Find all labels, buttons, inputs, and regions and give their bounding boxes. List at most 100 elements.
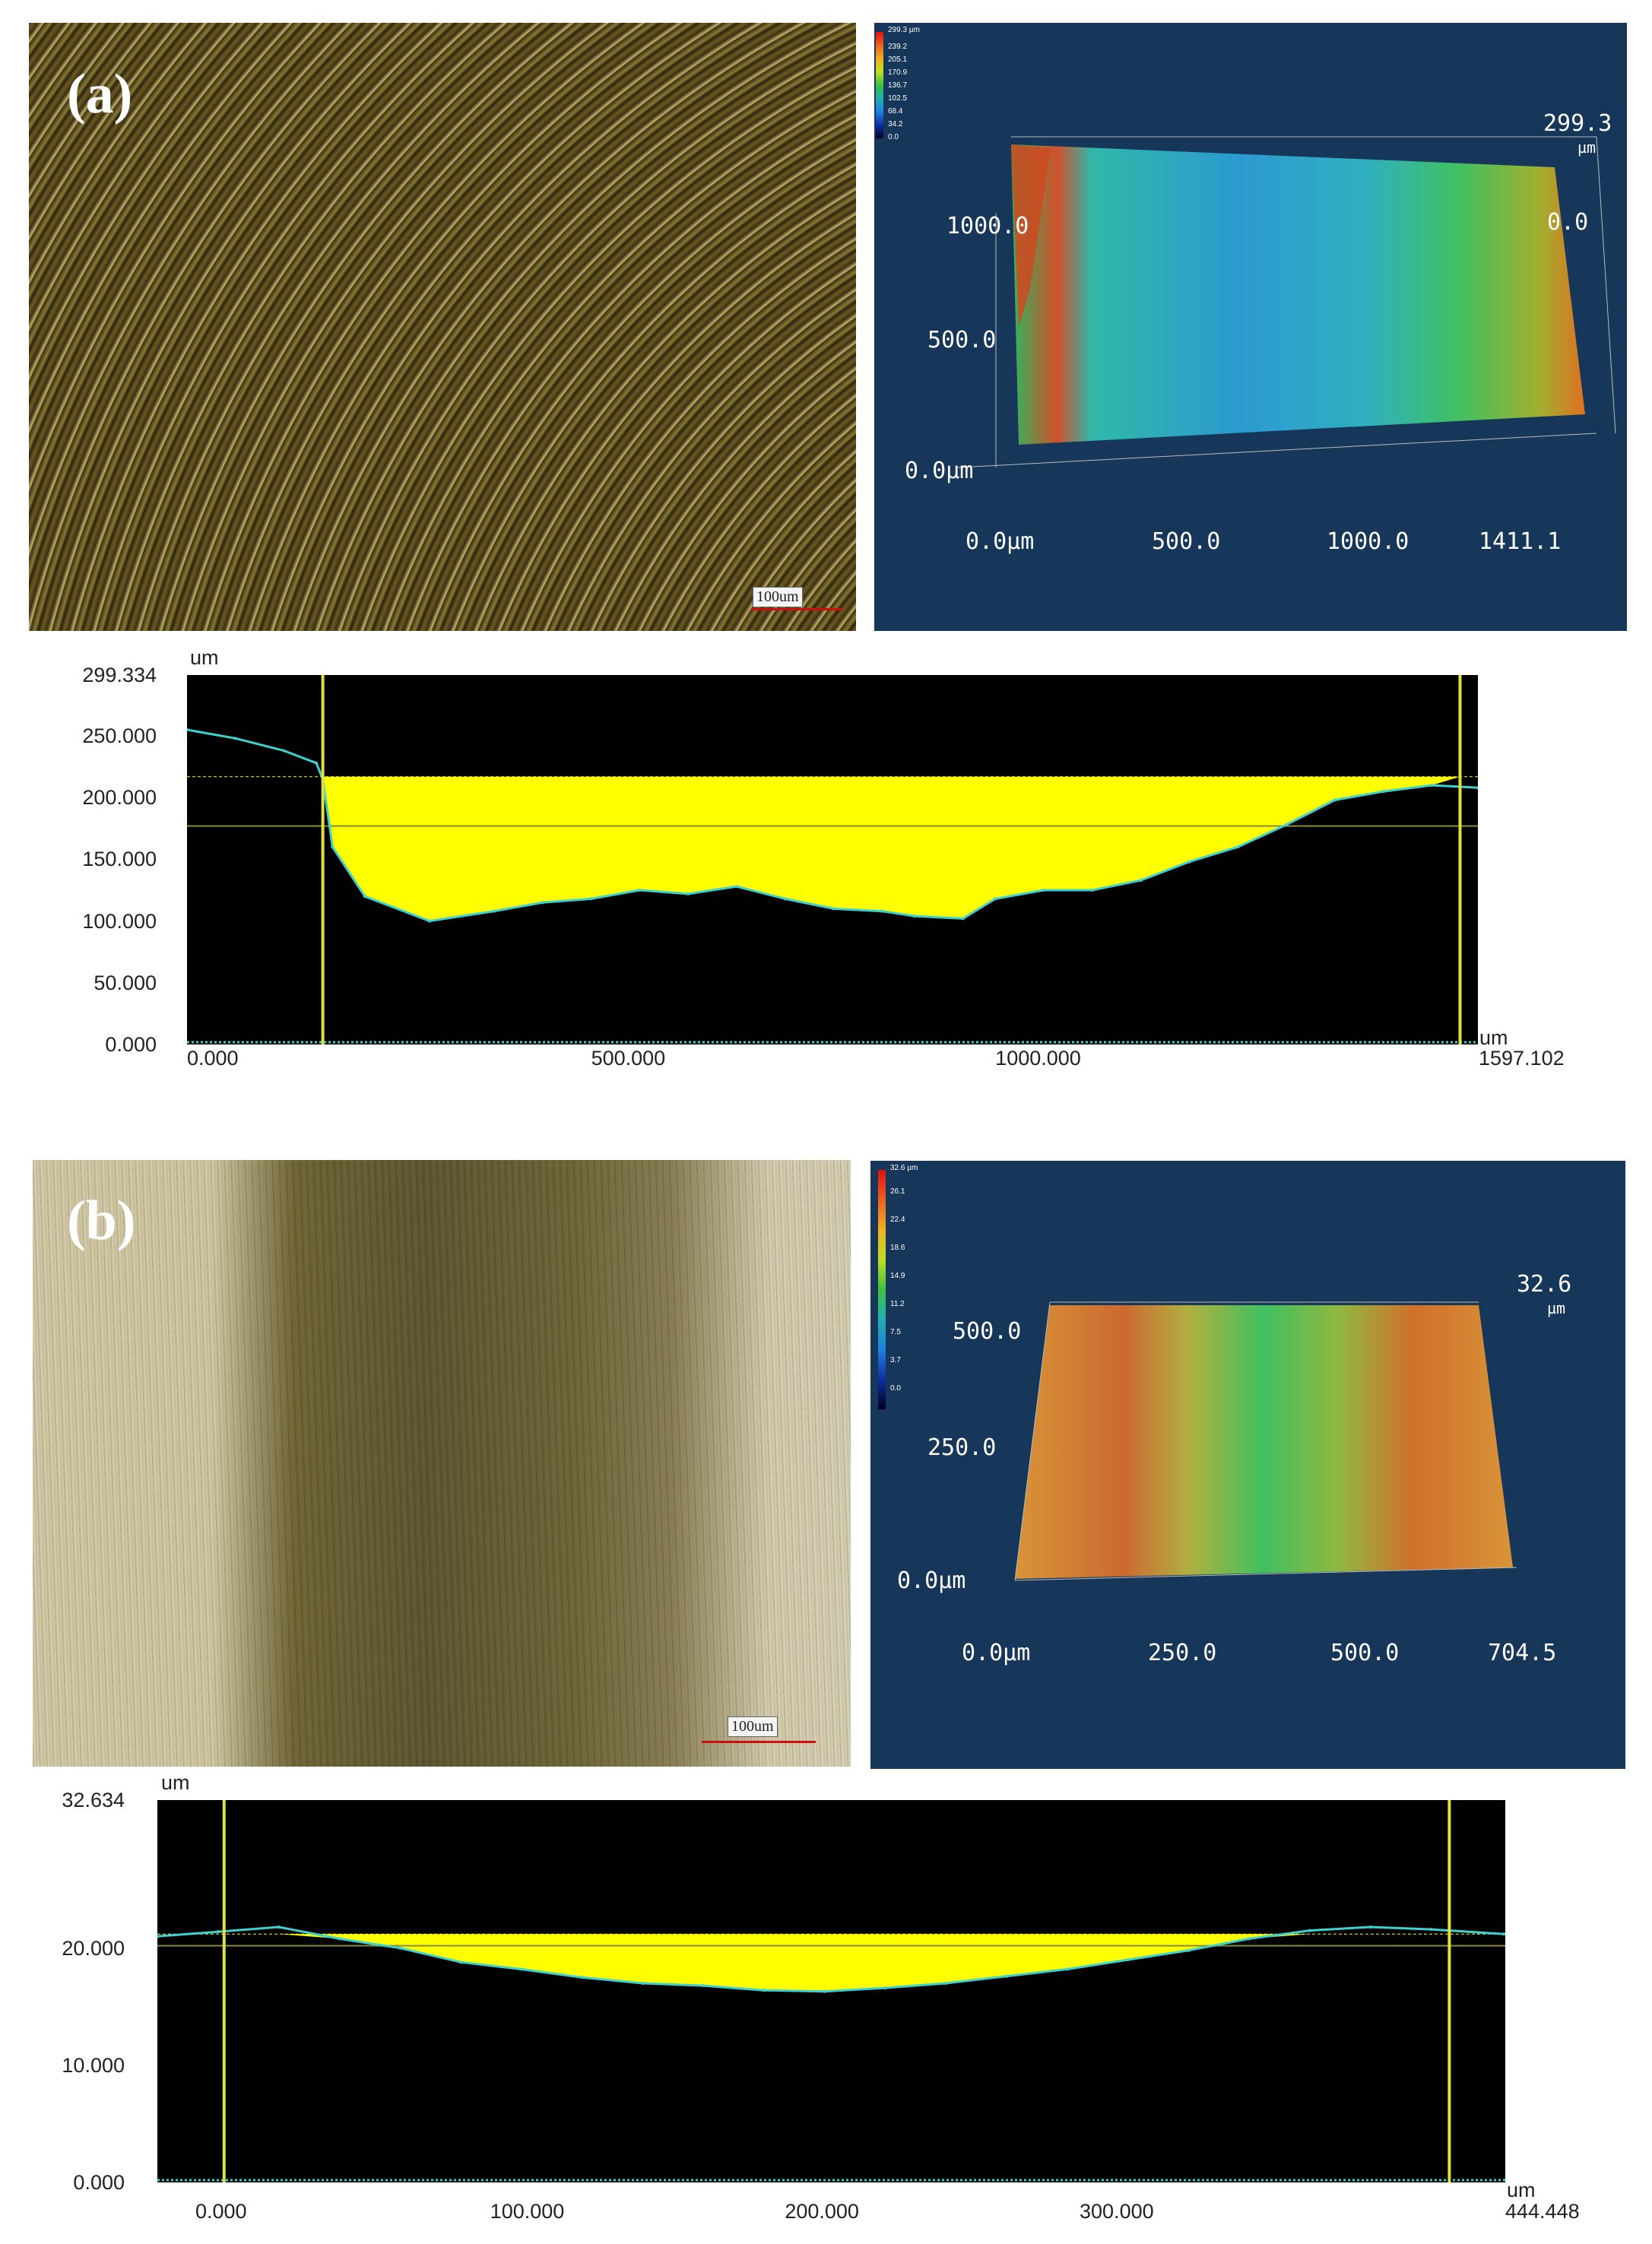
b-data-point-21 bbox=[1429, 1928, 1433, 1932]
scale-bar-line-a bbox=[751, 608, 842, 610]
surface-b bbox=[1015, 1305, 1513, 1579]
y-unit-b: um bbox=[161, 1771, 190, 1794]
z-unit-b: µm bbox=[1547, 1299, 1566, 1317]
b-data-point-18 bbox=[1248, 1937, 1251, 1941]
b-colorbar-tick-1: 22.4 bbox=[890, 1216, 905, 1224]
profile-chart-a: um 299.334 250.000 200.000 150.000 100.000 50… bbox=[0, 646, 1652, 1072]
x-label-a-1: 500.0 bbox=[1152, 528, 1221, 555]
b-data-point-19 bbox=[1308, 1929, 1311, 1932]
a-x-tick-3: 1597.102 bbox=[1479, 1047, 1565, 1070]
a-data-point-8 bbox=[493, 909, 496, 913]
b-data-point-10 bbox=[762, 1989, 766, 1992]
y-unit-a: um bbox=[190, 646, 219, 669]
a-data-point-2 bbox=[282, 749, 286, 753]
a-fill-area bbox=[322, 776, 1460, 921]
a-data-point-15 bbox=[832, 907, 836, 911]
x-label-b-3: 704.5 bbox=[1488, 1640, 1557, 1666]
b-colorbar-tick-6: 3.7 bbox=[890, 1356, 901, 1364]
a-data-point-23 bbox=[1187, 860, 1191, 864]
colorbar-a bbox=[876, 32, 883, 138]
surface-a bbox=[1011, 144, 1585, 445]
z-min-a: 0.0 bbox=[1547, 209, 1589, 236]
b-colorbar-tick-2: 18.6 bbox=[890, 1244, 905, 1252]
b-data-point-22 bbox=[1502, 1932, 1506, 1936]
profile-svg-a bbox=[185, 675, 1479, 1044]
colorbar-b bbox=[878, 1170, 886, 1409]
a-data-point-6 bbox=[363, 895, 366, 899]
a-x-tick-0: 0.000 bbox=[187, 1047, 239, 1070]
a-data-point-14 bbox=[783, 897, 787, 901]
b-data-point-17 bbox=[1187, 1948, 1191, 1952]
a-data-point-9 bbox=[541, 901, 544, 905]
x-label-b-2: 500.0 bbox=[1330, 1640, 1400, 1666]
panel-label-a: (a) bbox=[67, 63, 133, 125]
a-profile-line bbox=[186, 728, 1478, 923]
x-unit-b: um bbox=[1507, 2179, 1536, 2201]
b-data-point-11 bbox=[823, 1989, 826, 1993]
a-colorbar-tick-0: 239.2 bbox=[888, 43, 908, 51]
colorbar-title-b: 32.6 µm bbox=[890, 1164, 918, 1172]
b-data-point-20 bbox=[1368, 1925, 1372, 1929]
a-data-point-25 bbox=[1284, 822, 1288, 826]
profile-svg-b bbox=[156, 1800, 1506, 2182]
b-data-point-4 bbox=[398, 1946, 402, 1950]
profile-chart-b: um 32.634 20.000 10.000 0.000 0.000 100.000 2… bbox=[0, 1771, 1652, 2244]
b-x-tick-0: 0.000 bbox=[195, 2200, 247, 2223]
scale-bar-line-b bbox=[702, 1741, 816, 1743]
a-colorbar-tick-5: 68.4 bbox=[888, 107, 903, 116]
a-colorbar-tick-2: 170.9 bbox=[888, 68, 908, 77]
b-data-point-14 bbox=[1004, 1974, 1008, 1978]
a-data-point-3 bbox=[315, 761, 319, 765]
surface-3d-b: 32.6 µm 26.1 22.4 18.6 14.9 11.2 7.5 3.7 0.0 32… bbox=[870, 1161, 1625, 1769]
a-x-tick-1: 500.000 bbox=[591, 1047, 666, 1070]
b-x-tick-4: 444.448 bbox=[1505, 2200, 1580, 2223]
x-label-a-3: 1411.1 bbox=[1479, 528, 1562, 555]
b-y-tick-3: 0.000 bbox=[73, 2171, 125, 2194]
b-data-point-3 bbox=[338, 1937, 341, 1941]
scale-bar-label-b: 100um bbox=[728, 1716, 778, 1737]
b-colorbar-tick-5: 7.5 bbox=[890, 1328, 901, 1336]
z-max-a: 299.3 bbox=[1543, 110, 1612, 137]
a-data-point-16 bbox=[880, 909, 884, 913]
a-data-point-12 bbox=[686, 892, 690, 895]
y-label-a-0: 1000.0 bbox=[946, 213, 1029, 239]
b-colorbar-tick-0: 26.1 bbox=[890, 1187, 905, 1196]
b-fill-area bbox=[224, 1934, 1450, 1992]
a-x-tick-2: 1000.000 bbox=[995, 1047, 1081, 1070]
b-data-point-5 bbox=[458, 1960, 462, 1964]
scale-bar-label-a: 100um bbox=[753, 587, 803, 607]
a-data-point-7 bbox=[427, 919, 431, 923]
y-label-a-2: 0.0µm bbox=[905, 458, 974, 484]
a-y-tick-1: 250.000 bbox=[82, 724, 157, 748]
b-data-point-8 bbox=[641, 1981, 645, 1985]
surface-3d-plot-a bbox=[957, 136, 1616, 468]
a-data-point-17 bbox=[912, 914, 916, 918]
a-data-point-27 bbox=[1381, 790, 1385, 794]
x-label-b-1: 250.0 bbox=[1148, 1640, 1217, 1666]
surface-3d-plot-b bbox=[1014, 1301, 1517, 1581]
b-data-point-2 bbox=[277, 1925, 281, 1929]
panel-label-b: (b) bbox=[67, 1190, 136, 1252]
x-label-a-0: 0.0µm bbox=[966, 528, 1035, 555]
b-x-tick-2: 200.000 bbox=[785, 2200, 859, 2223]
b-data-point-7 bbox=[580, 1976, 584, 1979]
y-label-b-2: 0.0µm bbox=[897, 1567, 966, 1594]
b-colorbar-tick-7: 0.0 bbox=[890, 1384, 901, 1393]
b-y-tick-2: 10.000 bbox=[62, 2053, 125, 2077]
x-unit-a: um bbox=[1479, 1026, 1508, 1049]
b-colorbar-tick-3: 14.9 bbox=[890, 1272, 905, 1280]
a-y-tick-3: 150.000 bbox=[82, 848, 157, 871]
b-data-point-9 bbox=[702, 1984, 706, 1988]
b-data-point-1 bbox=[216, 1930, 220, 1934]
b-data-point-16 bbox=[1126, 1958, 1130, 1962]
y-label-a-1: 500.0 bbox=[927, 327, 997, 353]
plot-area-b bbox=[156, 1800, 1506, 2182]
a-data-point-28 bbox=[1430, 784, 1434, 788]
a-y-tick-5: 50.000 bbox=[94, 971, 157, 994]
a-colorbar-tick-3: 136.7 bbox=[888, 81, 908, 90]
b-x-tick-3: 300.000 bbox=[1080, 2200, 1154, 2223]
a-data-point-26 bbox=[1333, 798, 1337, 802]
a-data-point-22 bbox=[1139, 879, 1143, 883]
z-unit-a: µm bbox=[1577, 138, 1597, 157]
a-y-tick-6: 0.000 bbox=[105, 1033, 157, 1056]
